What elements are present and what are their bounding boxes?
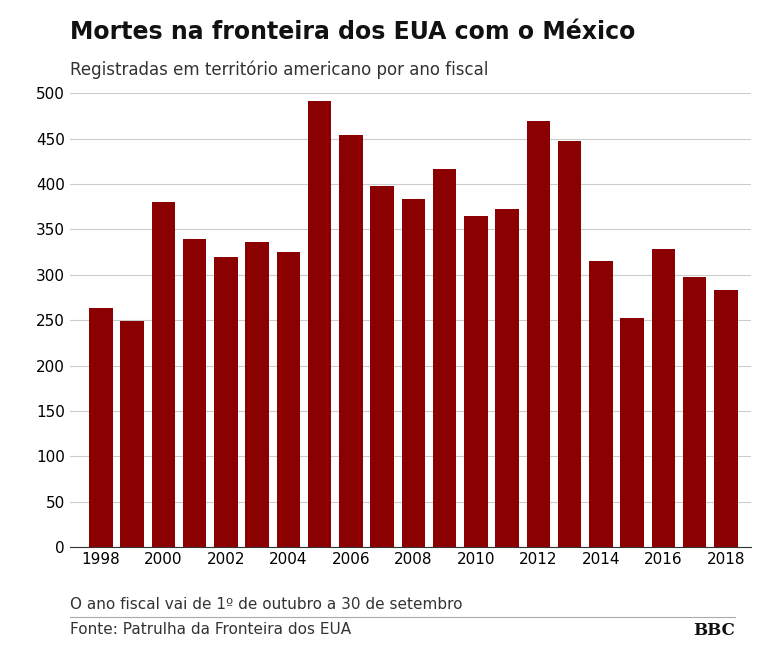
Bar	[245, 242, 269, 547]
Bar	[433, 169, 457, 547]
Bar	[371, 186, 394, 547]
Bar	[339, 135, 362, 547]
Bar	[214, 257, 238, 547]
Bar	[89, 308, 113, 547]
Bar	[183, 239, 207, 547]
Bar	[620, 318, 644, 547]
Bar	[714, 290, 738, 547]
Bar	[276, 252, 300, 547]
Bar	[683, 277, 706, 547]
Text: O ano fiscal vai de 1º de outubro a 30 de setembro: O ano fiscal vai de 1º de outubro a 30 d…	[70, 597, 462, 612]
Bar	[526, 121, 550, 547]
Bar	[558, 141, 581, 547]
Bar	[121, 321, 144, 547]
Bar	[464, 216, 488, 547]
Bar	[308, 101, 331, 547]
Bar	[402, 199, 425, 547]
Bar	[495, 209, 519, 547]
Bar	[152, 202, 175, 547]
Text: Fonte: Patrulha da Fronteira dos EUA: Fonte: Patrulha da Fronteira dos EUA	[70, 622, 351, 636]
Text: Mortes na fronteira dos EUA com o México: Mortes na fronteira dos EUA com o México	[70, 20, 635, 44]
Text: Registradas em território americano por ano fiscal: Registradas em território americano por …	[70, 60, 488, 79]
Bar	[652, 249, 675, 547]
Bar	[589, 261, 612, 547]
Text: BBC: BBC	[694, 622, 735, 638]
